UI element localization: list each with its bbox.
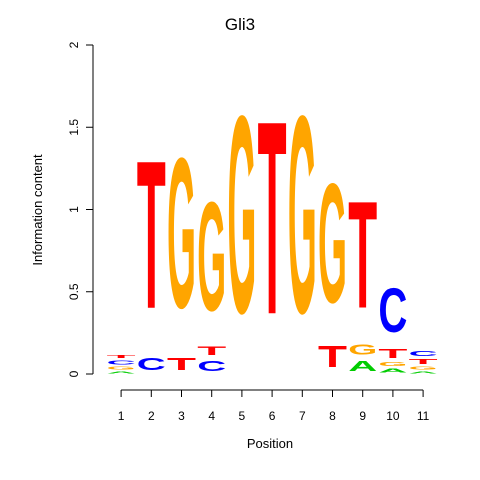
y-tick-label: 0.5 bbox=[67, 283, 81, 300]
logo-column-5: G bbox=[227, 57, 256, 372]
x-axis: 1 2 3 4 5 6 7 8 9 10 11 bbox=[118, 389, 430, 423]
logo-column-8: TG bbox=[318, 149, 348, 375]
logo-letter-A: A bbox=[348, 358, 377, 374]
logo-letter-C: C bbox=[197, 358, 226, 374]
x-tick-label: 11 bbox=[417, 409, 430, 423]
logo-letter-C: C bbox=[378, 276, 407, 346]
logo-letter-T: T bbox=[378, 346, 407, 361]
logo-letter-T: T bbox=[348, 170, 377, 340]
logo-letter-C: C bbox=[107, 359, 136, 366]
logo-column-3: TG bbox=[167, 113, 196, 374]
x-tick-label: 10 bbox=[386, 409, 400, 423]
logo-letter-T: T bbox=[258, 64, 287, 372]
logo-letter-C: C bbox=[409, 350, 438, 358]
logo-letter-T: T bbox=[107, 354, 137, 359]
chart-title: Gli3 bbox=[225, 15, 255, 34]
logo-letter-T: T bbox=[409, 358, 438, 366]
x-tick-label: 3 bbox=[178, 409, 185, 423]
x-axis-label: Position bbox=[247, 436, 293, 451]
x-tick-label: 5 bbox=[239, 409, 246, 423]
logo-letter-G: G bbox=[167, 113, 196, 353]
logo-letter-G: G bbox=[227, 57, 256, 372]
logo-letter-C: C bbox=[137, 354, 166, 374]
logo-column-9: AGT bbox=[348, 170, 377, 374]
logo-letter-G: G bbox=[318, 149, 347, 340]
x-tick-label: 9 bbox=[359, 409, 366, 423]
x-tick-label: 1 bbox=[118, 409, 125, 423]
logo-column-6: T bbox=[258, 64, 287, 372]
y-tick-label: 2 bbox=[67, 41, 81, 48]
logo-column-7: G bbox=[288, 57, 317, 372]
logo-letter-A: A bbox=[409, 371, 438, 374]
x-tick-label: 2 bbox=[148, 409, 155, 423]
logo-letter-T: T bbox=[167, 354, 196, 374]
x-tick-label: 8 bbox=[329, 409, 336, 423]
logo-column-4: CTG bbox=[197, 170, 226, 374]
x-tick-label: 4 bbox=[208, 409, 215, 423]
logo-letter-G: G bbox=[288, 57, 317, 372]
logo-letter-T: T bbox=[197, 345, 226, 358]
y-tick-label: 1 bbox=[67, 206, 81, 213]
logo-letter-A: A bbox=[107, 371, 136, 374]
y-axis: 0 0.5 1 1.5 2 bbox=[67, 41, 94, 377]
y-axis-label: Information content bbox=[30, 154, 45, 266]
logo-letter-G: G bbox=[107, 366, 136, 371]
logo-letter-A: A bbox=[378, 368, 407, 375]
logo-letter-G: G bbox=[409, 366, 438, 371]
x-tick-label: 7 bbox=[299, 409, 306, 423]
logo-letter-G: G bbox=[348, 341, 377, 358]
logo-column-2: CT bbox=[137, 117, 166, 374]
x-tick-label: 6 bbox=[269, 409, 276, 423]
logo-letter-G: G bbox=[197, 170, 226, 343]
logo-letter-T: T bbox=[318, 340, 348, 374]
y-tick-label: 0 bbox=[67, 370, 81, 377]
y-tick-label: 1.5 bbox=[67, 119, 81, 136]
logo-letter-T: T bbox=[137, 117, 166, 353]
logo-letter-G: G bbox=[378, 361, 407, 368]
